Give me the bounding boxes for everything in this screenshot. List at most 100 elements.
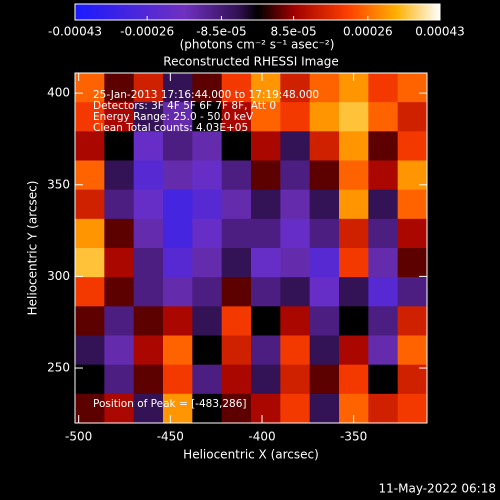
- colorbar-tick-label: -0.00043: [48, 25, 102, 39]
- heatmap-cell: [133, 131, 164, 161]
- heatmap-cell: [75, 102, 105, 132]
- heatmap-cell: [104, 73, 135, 103]
- heatmap-cell: [104, 189, 135, 220]
- heatmap-cell: [75, 218, 105, 249]
- heatmap-cell: [104, 335, 135, 366]
- heatmap-cell: [397, 218, 427, 249]
- heatmap-cell: [221, 364, 252, 395]
- plot-frame: [74, 72, 428, 424]
- colorbar-tick-label: -0.00026: [120, 25, 174, 39]
- colorbar-tick-label: 0.00026: [343, 25, 393, 39]
- heatmap-cell: [368, 160, 399, 191]
- heatmap-cell: [280, 364, 311, 395]
- heatmap-cell: [309, 393, 340, 423]
- heatmap-cell: [339, 189, 369, 220]
- heatmap-cell: [163, 335, 193, 366]
- heatmap-cell: [75, 335, 105, 366]
- colorbar-label: (photons cm⁻² s⁻¹ asec⁻²): [180, 38, 335, 52]
- heatmap-cell: [309, 306, 340, 336]
- heatmap-cell: [309, 335, 340, 366]
- y-axis-label: Heliocentric Y (arcsec): [26, 181, 40, 316]
- heatmap-cell: [339, 248, 369, 278]
- heatmap-cell: [163, 306, 193, 336]
- heatmap-cell: [192, 73, 223, 103]
- heatmap-cell: [280, 306, 311, 336]
- heatmap-cell: [192, 131, 223, 161]
- heatmap-cell: [192, 277, 223, 307]
- heatmap-cell: [280, 218, 311, 249]
- heatmap-cell: [192, 393, 223, 423]
- heatmap-cell: [104, 277, 135, 307]
- heatmap-cell: [221, 393, 252, 423]
- heatmap-cell: [368, 393, 399, 423]
- heatmap-cell: [133, 277, 164, 307]
- heatmap-cell: [339, 102, 369, 132]
- heatmap-cell: [251, 364, 281, 395]
- colorbar-tick-label: -8.5e-05: [196, 25, 246, 39]
- heatmap-cell: [339, 364, 369, 395]
- annotation: Energy Range: 25.0 - 50.0 keV: [93, 111, 254, 123]
- heatmap-cell: [163, 160, 193, 191]
- heatmap-cell: [75, 277, 105, 307]
- heatmap-cell: [104, 306, 135, 336]
- heatmap-cell: [163, 189, 193, 220]
- heatmap-cell: [221, 189, 252, 220]
- heatmap-cell: [133, 73, 164, 103]
- heatmap-cell: [280, 189, 311, 220]
- heatmap-cell: [221, 248, 252, 278]
- heatmap-cell: [75, 189, 105, 220]
- heatmap-cell: [397, 189, 427, 220]
- heatmap-cell: [251, 218, 281, 249]
- heatmap-cell: [133, 248, 164, 278]
- heatmap-cell: [397, 248, 427, 278]
- heatmap-cell: [192, 160, 223, 191]
- heatmap-cell: [163, 364, 193, 395]
- y-tick-label: 300: [47, 269, 70, 283]
- heatmap-cell: [221, 73, 252, 103]
- heatmap-cell: [339, 306, 369, 336]
- annotation: 25-Jan-2013 17:16:44.000 to 17:19:48.000: [93, 89, 319, 101]
- heatmap-cell: [133, 364, 164, 395]
- heatmap-cell: [309, 248, 340, 278]
- heatmap-cell: [339, 160, 369, 191]
- heatmap-cell: [397, 102, 427, 132]
- colorbar: [74, 3, 441, 21]
- heatmap-cell: [397, 131, 427, 161]
- heatmap-cell: [163, 131, 193, 161]
- heatmap-cell: [368, 248, 399, 278]
- heatmap-cell: [75, 160, 105, 191]
- heatmap-cell: [309, 102, 340, 132]
- heatmap-cell: [368, 306, 399, 336]
- y-tick-label: 400: [47, 86, 70, 100]
- heatmap-cell: [75, 73, 105, 103]
- peak-label: Position of Peak = [-483,286]: [93, 398, 247, 410]
- heatmap-cell: [251, 335, 281, 366]
- heatmap-cell: [397, 160, 427, 191]
- heatmap-cell: [133, 335, 164, 366]
- heatmap-cell: [192, 189, 223, 220]
- y-tick-label: 250: [47, 361, 70, 375]
- heatmap-cell: [163, 248, 193, 278]
- annotation: Detectors: 3F 4F 5F 6F 7F 8F, Att 0: [93, 100, 276, 112]
- heatmap-cell: [280, 393, 311, 423]
- heatmap-cell: [251, 248, 281, 278]
- heatmap-cell: [339, 335, 369, 366]
- heatmap-cell: [339, 277, 369, 307]
- heatmap-cell: [163, 102, 193, 132]
- heatmap-cell: [280, 335, 311, 366]
- heatmap-cell: [251, 306, 281, 336]
- heatmap-cell: [280, 73, 311, 103]
- colorbar-tick-label: 8.5e-05: [271, 25, 317, 39]
- heatmap-cell: [163, 393, 193, 423]
- heatmap-cell: [192, 335, 223, 366]
- heatmap-cell: [397, 364, 427, 395]
- heatmap-cell: [339, 131, 369, 161]
- heatmap-cell: [75, 131, 105, 161]
- heatmap-cell: [133, 189, 164, 220]
- heatmap-cell: [251, 189, 281, 220]
- heatmap-cell: [309, 160, 340, 191]
- heatmap-cell: [221, 131, 252, 161]
- heatmap-cell: [133, 102, 164, 132]
- x-tick-label: -450: [157, 430, 184, 444]
